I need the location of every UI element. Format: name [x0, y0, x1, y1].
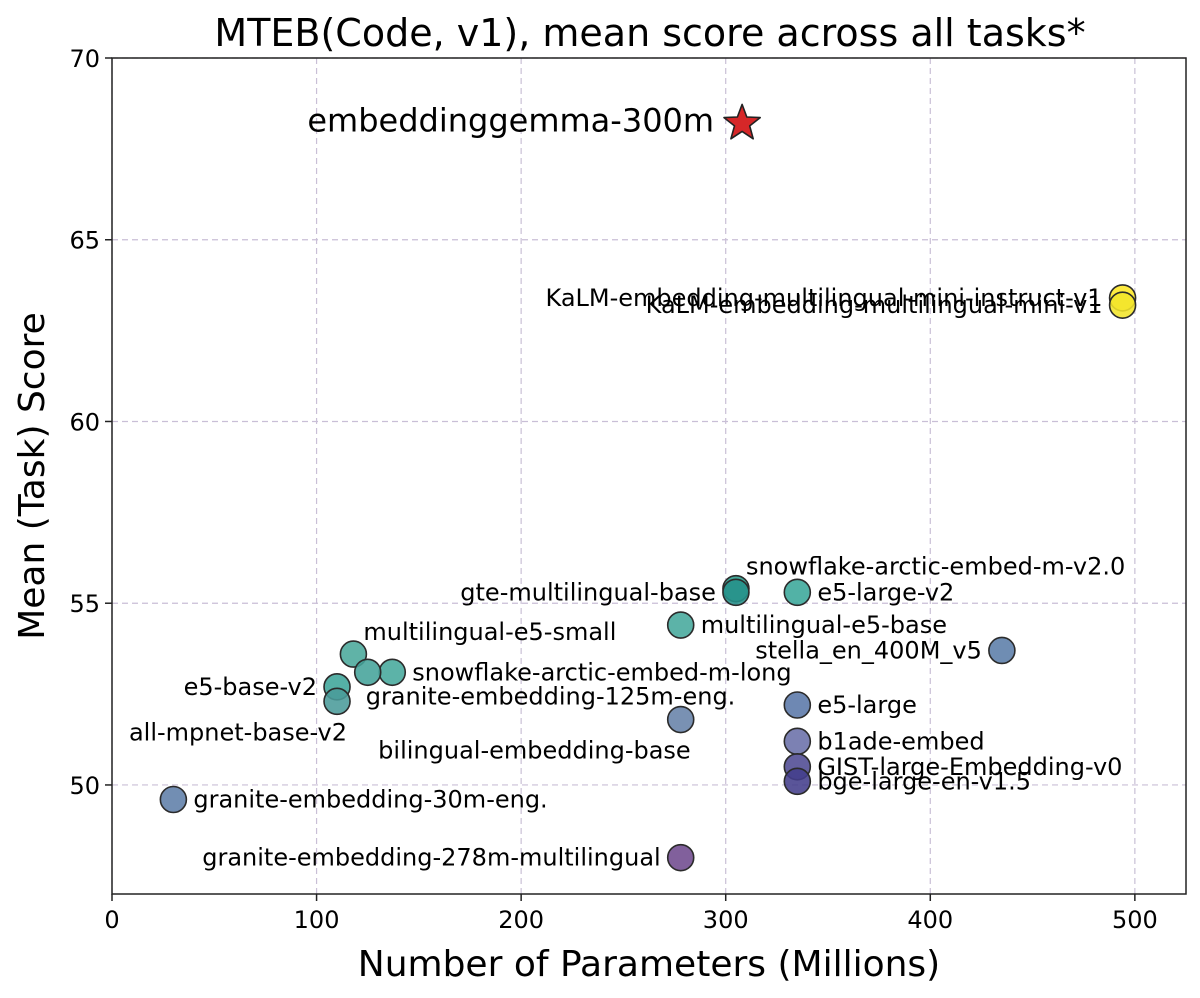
point-granite-embedding-125m-eng [353, 658, 382, 687]
x-tick-label: 0 [104, 906, 119, 934]
point-label-granite-embedding-125m-eng: granite-embedding-125m-eng. [366, 682, 736, 710]
point-label-granite-embedding-30m-eng: granite-embedding-30m-eng. [193, 785, 547, 813]
point-label-e5-large: e5-large [817, 691, 917, 719]
point-label-kalm-embedding-multilingual-mini-instruct-v1: KaLM-embedding-multilingual-mini-instruc… [546, 284, 1103, 312]
x-tick-label: 100 [294, 906, 340, 934]
point-label-snowflake-arctic-embed-m-v2-0: snowflake-arctic-embed-m-v2.0 [746, 553, 1125, 581]
point-multilingual-e5-small [339, 640, 368, 668]
point-label-gte-multilingual-base: gte-multilingual-base [460, 578, 716, 606]
point-labels: embeddinggemma-300m KaLM-embedding-multil… [129, 101, 1125, 871]
point-label-b1ade-embed: b1ade-embed [817, 727, 984, 755]
point-label-bge-large-en-v1-5: bge-large-en-v1.5 [817, 767, 1031, 795]
plot-frame [111, 57, 1187, 895]
point-kalm-embedding-multilingual-mini-v1 [1108, 291, 1137, 319]
x-tick-label: 200 [498, 906, 544, 934]
point-e5-large-v2 [783, 578, 812, 607]
point-b1ade-embed [783, 727, 812, 756]
point-label-e5-large-v2: e5-large-v2 [817, 578, 954, 606]
point-label-e5-base-v2: e5-base-v2 [184, 673, 317, 701]
point-label-gist-large-embedding-v0: GIST-large-Embedding-v0 [817, 753, 1122, 781]
point-label-multilingual-e5-base: multilingual-e5-base [701, 611, 947, 639]
y-tick-label: 70 [69, 45, 100, 73]
y-tick-label: 60 [69, 408, 100, 436]
point-bilingual-embedding-base [666, 705, 695, 734]
point-label-bilingual-embedding-base: bilingual-embedding-base [378, 737, 691, 765]
x-axis-label: Number of Parameters (Millions) [358, 944, 940, 985]
point-label-granite-embedding-278m-multilingual: granite-embedding-278m-multilingual [202, 844, 660, 872]
point-gte-multilingual-base [722, 578, 750, 607]
point-multilingual-e5-base [666, 611, 695, 639]
point-label-embeddinggemma-300m: embeddinggemma-300m [307, 101, 714, 139]
x-tick-label: 400 [907, 906, 953, 934]
point-label-snowflake-arctic-embed-m-long: snowflake-arctic-embed-m-long [412, 658, 791, 686]
point-label-kalm-embedding-multilingual-mini-v1: KaLM-embedding-multilingual-mini-v1 [646, 291, 1103, 319]
y-tick-label: 50 [69, 772, 100, 800]
point-stella-en-400m-v5 [988, 636, 1016, 665]
point-all-mpnet-base-v2 [323, 687, 351, 716]
point-embeddinggemma-300m [723, 103, 761, 140]
x-tick-label: 500 [1112, 906, 1158, 934]
point-bge-large-en-v1-5 [783, 767, 812, 796]
point-granite-embedding-278m-multilingual [666, 843, 695, 872]
chart-title: MTEB(Code, v1), mean score across all ta… [214, 11, 1085, 55]
point-granite-embedding-30m-eng [159, 785, 188, 814]
point-label-stella-en-400m-v5: stella_en_400M_v5 [755, 636, 982, 664]
point-e5-large [783, 691, 812, 719]
point-label-multilingual-e5-small: multilingual-e5-small [363, 618, 616, 646]
y-tick-label: 65 [69, 227, 100, 255]
y-tick-label: 55 [69, 590, 100, 618]
point-label-all-mpnet-base-v2: all-mpnet-base-v2 [129, 718, 347, 746]
axis-ticks: 0 100 200 300 400 500 50 55 60 65 70 [69, 45, 1157, 934]
y-axis-label: Mean (Task) Score [12, 312, 53, 640]
x-tick-label: 300 [703, 906, 749, 934]
data-points [159, 103, 1137, 872]
